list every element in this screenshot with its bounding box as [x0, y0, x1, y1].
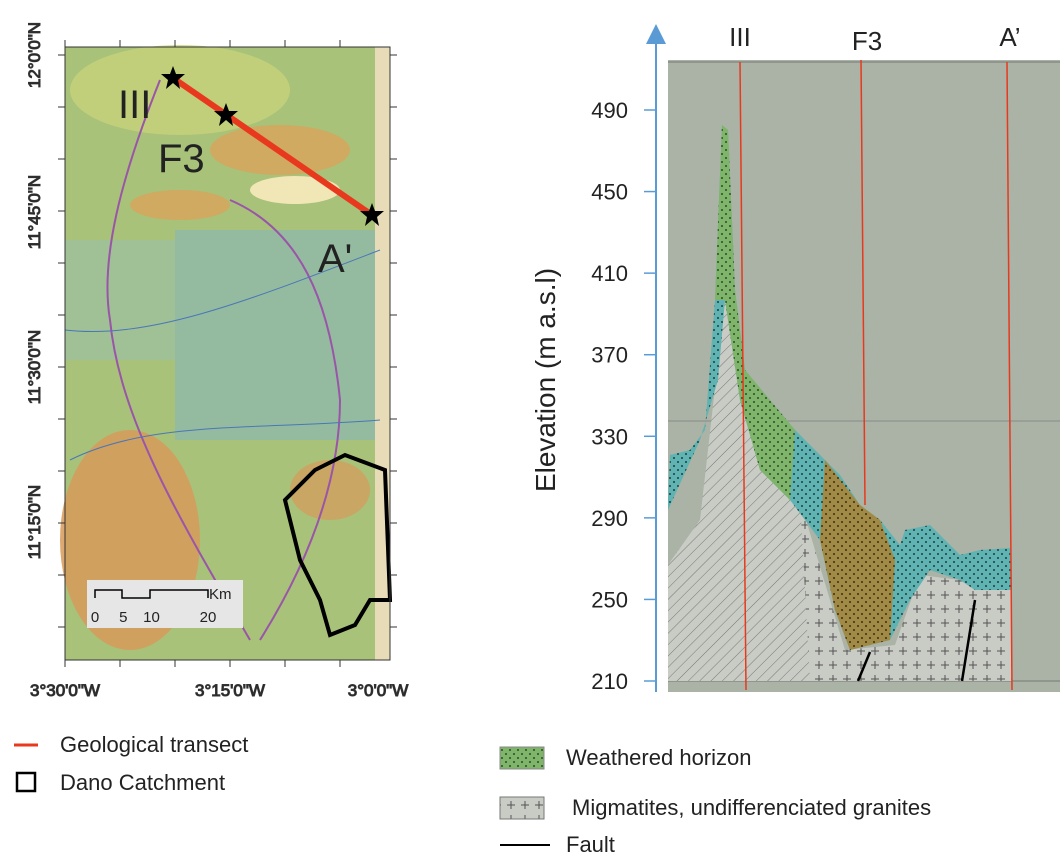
legend-label: Migmatites, undifferenciated granites [572, 795, 931, 820]
column-label: A’ [999, 22, 1020, 52]
y-tick-label: 290 [591, 506, 628, 531]
map-zone [130, 190, 230, 220]
cross-section: III F3 A’ Elevation (m a.s.l) 490 450 410 3… [530, 22, 1060, 694]
longitude-label: 3°15'0"W [195, 681, 265, 700]
scale-bar [94, 589, 209, 599]
weathered-horizon [715, 125, 795, 500]
latitude-label: 11°30'0"N [25, 330, 44, 404]
map-zone [65, 240, 175, 360]
scale-tick-label: 20 [200, 609, 217, 626]
fault [856, 651, 872, 682]
legend-swatch [499, 746, 545, 770]
y-tick-label: 210 [591, 669, 628, 694]
section-line [860, 59, 866, 506]
legend-label: Weathered horizon [566, 745, 752, 770]
scale-bar-box [87, 580, 243, 628]
longitude-label: 3°30'0"W [30, 681, 100, 700]
latitude-label: 12°0'0"N [25, 22, 44, 88]
section-line [739, 61, 747, 691]
point-label: F3 [158, 137, 205, 181]
fault [960, 599, 977, 682]
y-tick-label: 250 [591, 587, 628, 612]
map-zone [250, 176, 340, 204]
section-line [1006, 61, 1013, 691]
map-zone [70, 45, 290, 135]
column-label: F3 [852, 26, 882, 56]
geological-map: III F3 A' Km 0 5 10 20 12°0'0"N 11°45'0"N 11°… [25, 21, 409, 700]
legend-box [15, 771, 37, 793]
point-label: A' [318, 237, 352, 281]
y-tick-label: 410 [591, 261, 628, 286]
y-tick-label: 370 [591, 343, 628, 368]
star [161, 66, 185, 89]
latitude-label: 11°45'0"N [25, 175, 44, 249]
latitude-label: 11°15'0"N [25, 485, 44, 559]
y-tick-label: 450 [591, 180, 628, 205]
legend-label: Geological transect [60, 732, 248, 757]
star [360, 203, 384, 226]
y-tick-label: 330 [591, 424, 628, 449]
point-label: III [118, 83, 151, 127]
weathered-horizon [820, 460, 895, 650]
scale-tick-label: 5 [119, 609, 127, 626]
boundary-line [106, 79, 342, 641]
river [64, 249, 381, 461]
map-frame [64, 46, 391, 661]
star [214, 103, 238, 126]
scale-unit: Km [209, 586, 232, 603]
legend-label: Dano Catchment [60, 770, 225, 795]
longitude-label: 3°0'0"W [348, 681, 409, 700]
scale-tick-label: 0 [91, 609, 99, 626]
map-zone [290, 460, 370, 520]
geological-transect [171, 75, 374, 218]
legend-label: Fault [566, 832, 615, 857]
granite-hatched [668, 300, 810, 681]
scale-tick-label: 10 [143, 609, 160, 626]
y-tick-label: 490 [591, 98, 628, 123]
transect-stars [161, 66, 384, 226]
legend-swatch [499, 796, 545, 820]
y-axis-label: Elevation (m a.s.l) [530, 268, 561, 492]
dano-catchment [282, 452, 393, 638]
column-label: III [729, 22, 751, 52]
